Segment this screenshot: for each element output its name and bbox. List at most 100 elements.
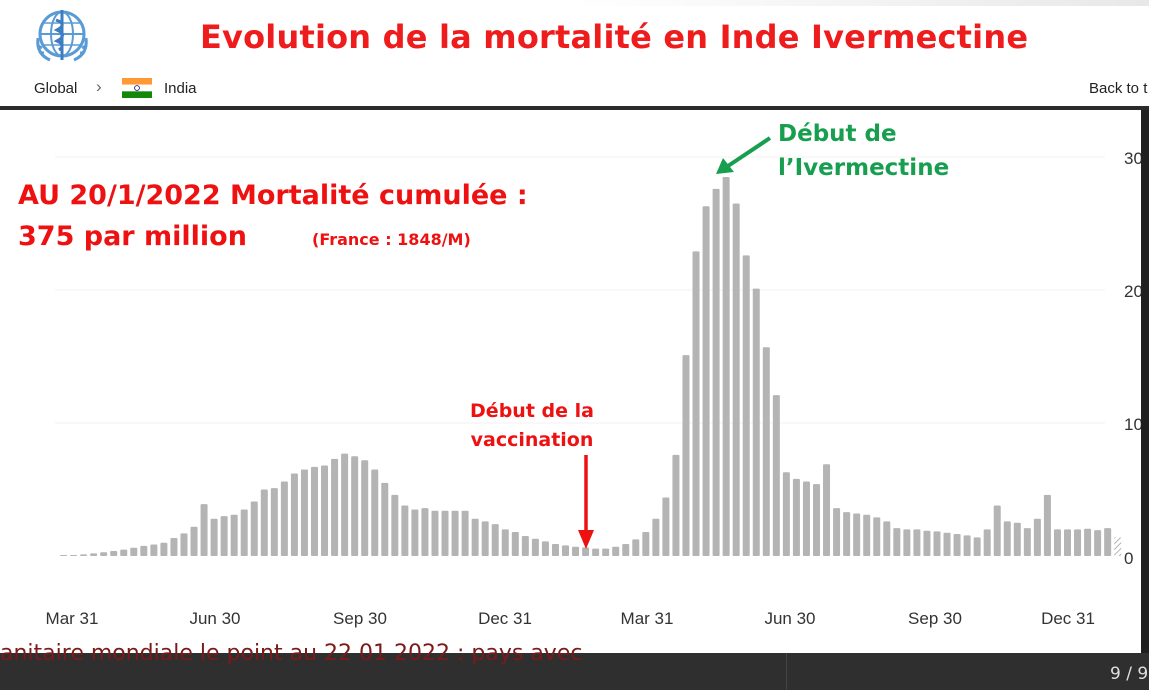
chart-bar: [311, 466, 318, 556]
chart-bar: [1033, 518, 1041, 556]
chart-bar: [913, 529, 921, 556]
chart-bar: [240, 509, 248, 556]
chart-bar: [270, 488, 278, 556]
chart-bar: [341, 453, 349, 556]
chart-bar: [1013, 522, 1021, 556]
chart-bar: [1003, 521, 1011, 556]
chart-bar: [802, 481, 810, 556]
x-tick-label: Dec 31: [1041, 609, 1095, 628]
chart-bar: [762, 347, 770, 556]
chart-bar: [622, 544, 630, 556]
x-tick-label: Sep 30: [908, 609, 962, 628]
slide-title: Evolution de la mortalité en Inde Iverme…: [200, 18, 1029, 56]
who-emblem-icon: [36, 10, 88, 62]
chart-bar: [331, 458, 339, 556]
chart-bar: [562, 545, 569, 556]
chart-bar: [70, 555, 78, 556]
x-tick-label: Jun 30: [189, 609, 240, 628]
ivermectine-annotation-line1: Début de: [778, 121, 897, 147]
chart-bar: [300, 469, 308, 556]
chart-bar: [692, 251, 700, 556]
chart-bar: [672, 454, 680, 556]
chart-bar: [140, 545, 148, 556]
chart-bar: [531, 538, 539, 556]
chart-bar: [250, 501, 258, 556]
chart-bar: [491, 524, 499, 556]
chart-bar: [391, 494, 399, 556]
chart-bar: [772, 395, 780, 556]
chart-bar: [973, 537, 981, 556]
chart-bar: [1114, 537, 1122, 556]
footer-divider: [786, 653, 787, 690]
chart-bar: [160, 542, 168, 556]
india-flag-icon: [122, 78, 152, 98]
chart-bar: [421, 508, 429, 556]
ivermectine-annotation-line2: l’Ivermectine: [778, 155, 950, 181]
chart-bar: [722, 176, 730, 556]
ivermectine-annotation: Début de l’Ivermectine: [778, 117, 949, 185]
chart-bar: [150, 544, 158, 556]
chart-bar: [170, 538, 178, 556]
chart-bar: [60, 555, 67, 556]
chart-bar: [541, 541, 549, 556]
chart-bar: [652, 518, 660, 556]
chart-bar: [180, 533, 188, 556]
page-counter: 9 / 9: [1110, 664, 1149, 684]
chart-bar: [351, 456, 359, 556]
chart-bar: [742, 255, 750, 557]
chart-bar: [923, 530, 931, 556]
chart-bar: [612, 546, 620, 556]
chart-bar: [792, 478, 800, 556]
chart-bar: [863, 514, 871, 556]
chart-bar: [903, 529, 911, 556]
chart-bar: [782, 472, 790, 556]
cumulative-mortality-line1: AU 20/1/2022 Mortalité cumulée :: [18, 180, 528, 211]
chart-bar: [411, 509, 419, 556]
cumulative-mortality-line2: 375 par million: [18, 221, 247, 252]
chart-bar: [451, 510, 459, 556]
chart-bar: [893, 528, 901, 556]
chart-bar: [481, 521, 489, 556]
back-to-top-link[interactable]: Back to t: [1089, 80, 1148, 97]
chart-bar: [1023, 528, 1031, 556]
chart-bar: [290, 473, 298, 556]
footer-caption: anitaire mondiale le point au 22 01 2022…: [0, 641, 583, 666]
chart-bar: [401, 505, 409, 556]
x-tick-label: Dec 31: [478, 609, 532, 628]
chart-bar: [210, 518, 218, 556]
france-comparison-note: (France : 1848/M): [312, 230, 471, 249]
vaccination-annotation-line1: Début de la: [470, 400, 594, 422]
vaccination-annotation: Début de la vaccination: [440, 397, 624, 455]
chart-bar: [883, 521, 891, 556]
chart-bar: [933, 531, 941, 556]
viewer-footer: [0, 653, 1149, 690]
chart-bar: [853, 513, 861, 556]
chart-bar: [1074, 529, 1082, 556]
chart-bar: [642, 532, 650, 556]
x-tick-label: Sep 30: [333, 609, 387, 628]
chart-bar: [702, 206, 710, 556]
chart-bar: [461, 510, 469, 556]
chart-bar: [190, 526, 198, 556]
chart-bar: [501, 529, 509, 556]
chart-bar: [521, 536, 529, 556]
chart-bar: [943, 532, 951, 556]
chart-bar: [873, 517, 881, 556]
chart-bar: [431, 510, 439, 556]
chart-bar: [732, 203, 740, 557]
chart-bar: [381, 482, 389, 556]
chart-bar: [582, 547, 590, 556]
vaccination-annotation-line2: vaccination: [470, 429, 594, 451]
chart-bar: [130, 547, 138, 556]
slide-right-edge: [1141, 110, 1149, 653]
chevron-right-icon: ›: [96, 77, 102, 96]
breadcrumb-global-link[interactable]: Global: [34, 80, 78, 97]
slide-top-strip: [0, 0, 1149, 6]
chart-bar: [983, 529, 991, 556]
chart-bar: [813, 484, 820, 556]
chart-bar: [843, 512, 851, 556]
chart-bar: [321, 465, 329, 556]
x-tick-label: Mar 31: [621, 609, 674, 628]
x-tick-label: Jun 30: [764, 609, 815, 628]
